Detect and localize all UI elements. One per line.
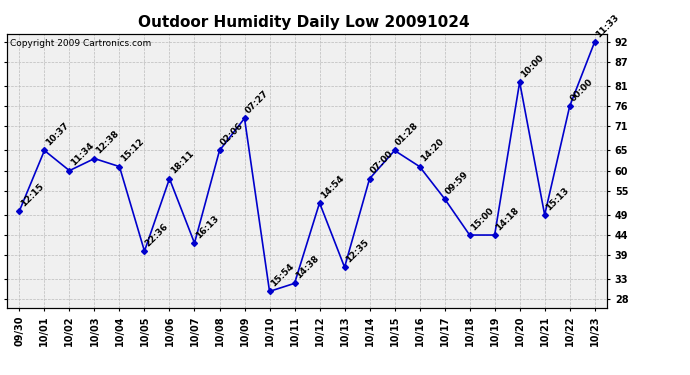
Text: 10:37: 10:37 (43, 121, 70, 148)
Text: 11:33: 11:33 (594, 12, 620, 39)
Text: 10:00: 10:00 (519, 53, 545, 79)
Text: 15:13: 15:13 (544, 186, 571, 212)
Text: 16:13: 16:13 (194, 214, 220, 240)
Text: 07:27: 07:27 (244, 89, 270, 116)
Text: 07:00: 07:00 (368, 150, 395, 176)
Text: 12:15: 12:15 (19, 182, 46, 208)
Text: 14:54: 14:54 (319, 173, 346, 200)
Text: 12:35: 12:35 (344, 238, 371, 264)
Text: 14:18: 14:18 (494, 206, 520, 232)
Text: 14:20: 14:20 (419, 137, 446, 164)
Text: 22:36: 22:36 (144, 222, 170, 248)
Text: Copyright 2009 Cartronics.com: Copyright 2009 Cartronics.com (10, 39, 151, 48)
Text: 12:38: 12:38 (94, 129, 120, 156)
Text: 14:38: 14:38 (294, 254, 320, 280)
Text: 15:00: 15:00 (469, 206, 495, 232)
Text: 15:54: 15:54 (268, 262, 295, 289)
Text: 15:12: 15:12 (119, 137, 146, 164)
Text: 11:34: 11:34 (68, 141, 95, 168)
Text: 01:28: 01:28 (394, 121, 420, 148)
Text: Outdoor Humidity Daily Low 20091024: Outdoor Humidity Daily Low 20091024 (138, 15, 469, 30)
Text: 00:00: 00:00 (569, 77, 595, 104)
Text: 18:11: 18:11 (168, 149, 195, 176)
Text: 02:06: 02:06 (219, 121, 245, 148)
Text: 09:59: 09:59 (444, 170, 471, 196)
